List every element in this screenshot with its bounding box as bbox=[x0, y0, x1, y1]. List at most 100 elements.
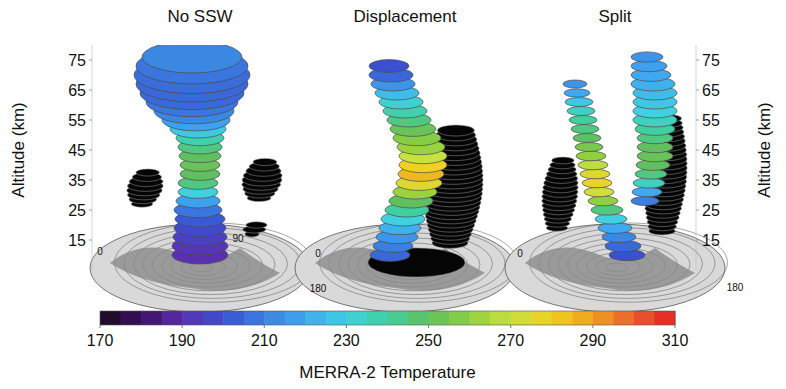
panel-title: Displacement bbox=[354, 7, 457, 26]
anticyclone-slice bbox=[552, 157, 575, 164]
y-tick-label: 65 bbox=[702, 82, 720, 99]
y-tick bbox=[696, 210, 699, 211]
colorbar-cell bbox=[305, 311, 326, 325]
colorbar-tick-label: 270 bbox=[497, 332, 524, 349]
map-label: 0 bbox=[517, 248, 523, 259]
vortex-slice bbox=[588, 196, 618, 206]
y-tick-label: 75 bbox=[68, 52, 86, 69]
y-tick-label: 25 bbox=[68, 202, 86, 219]
y-tick-label: 65 bbox=[68, 82, 86, 99]
colorbar-frame bbox=[100, 311, 675, 325]
y-tick bbox=[696, 150, 699, 151]
colorbar-title: MERRA-2 Temperature bbox=[299, 363, 475, 382]
y-tick-label: 45 bbox=[68, 142, 86, 159]
colorbar-tick-label: 310 bbox=[662, 332, 689, 349]
colorbar-cell bbox=[285, 311, 306, 325]
axis-line bbox=[92, 45, 93, 270]
colorbar-tick bbox=[100, 325, 101, 328]
map-disc bbox=[90, 224, 310, 312]
y-axis-title: Altitude (km) bbox=[755, 102, 774, 197]
colorbar-cell bbox=[326, 311, 347, 325]
y-tick bbox=[89, 90, 92, 91]
anticyclone-slice bbox=[136, 169, 160, 176]
map-label: 180 bbox=[310, 283, 327, 294]
vortex-slice bbox=[580, 169, 610, 179]
colorbar-cell bbox=[613, 311, 634, 325]
y-tick bbox=[89, 120, 92, 121]
colorbar: 170190210230250270290310MERRA-2 Temperat… bbox=[87, 311, 689, 382]
map-label: 180 bbox=[727, 282, 744, 293]
vortex-slice bbox=[575, 143, 603, 152]
land bbox=[315, 247, 485, 290]
anticyclone-slice bbox=[368, 248, 465, 277]
vortex-slice bbox=[631, 52, 663, 62]
y-tick-label: 55 bbox=[702, 112, 720, 129]
y-tick-label: 45 bbox=[702, 142, 720, 159]
panel-title: Split bbox=[598, 7, 631, 26]
colorbar-cell bbox=[593, 311, 614, 325]
colorbar-cell bbox=[223, 311, 244, 325]
anticyclone bbox=[542, 157, 578, 231]
y-tick bbox=[696, 240, 699, 241]
colorbar-cell bbox=[429, 311, 450, 325]
map-label: 90 bbox=[232, 233, 244, 244]
colorbar-cell bbox=[121, 311, 142, 325]
y-tick bbox=[89, 180, 92, 181]
colorbar-tick-label: 250 bbox=[415, 332, 442, 349]
colorbar-cell bbox=[408, 311, 429, 325]
map-disc bbox=[295, 224, 515, 312]
y-tick-label: 75 bbox=[702, 52, 720, 69]
vortex-slice bbox=[369, 60, 409, 73]
polar-map bbox=[295, 223, 518, 312]
colorbar-tick bbox=[182, 325, 183, 328]
colorbar-cell bbox=[141, 311, 162, 325]
colorbar-cell bbox=[572, 311, 593, 325]
y-tick-label: 15 bbox=[702, 232, 720, 249]
colorbar-cell bbox=[162, 311, 183, 325]
colorbar-tick-label: 170 bbox=[87, 332, 114, 349]
y-tick bbox=[89, 210, 92, 211]
anticyclone bbox=[242, 158, 282, 201]
colorbar-cell bbox=[511, 311, 532, 325]
colorbar-cell bbox=[203, 311, 224, 325]
colorbar-tick-label: 290 bbox=[580, 332, 607, 349]
vortex-slice bbox=[595, 214, 627, 224]
y-tick-label: 35 bbox=[68, 172, 86, 189]
y-tick bbox=[696, 60, 699, 61]
colorbar-cell bbox=[490, 311, 511, 325]
y-axis-title: Altitude (km) bbox=[9, 102, 28, 197]
y-tick-label: 35 bbox=[702, 172, 720, 189]
anticyclone-slice bbox=[246, 222, 267, 228]
y-tick-label: 25 bbox=[702, 202, 720, 219]
y-tick-label: 55 bbox=[68, 112, 86, 129]
anticyclone bbox=[368, 248, 465, 277]
anticyclone bbox=[243, 222, 267, 237]
y-tick bbox=[89, 150, 92, 151]
colorbar-cell bbox=[634, 311, 655, 325]
vortex-slice bbox=[567, 107, 595, 116]
colorbar-tick bbox=[675, 325, 676, 328]
colorbar-tick bbox=[428, 325, 429, 328]
vortex-slice bbox=[631, 197, 659, 206]
anticyclone bbox=[127, 169, 163, 207]
colorbar-cell bbox=[367, 311, 388, 325]
vortex-slice bbox=[571, 125, 599, 134]
map-disc bbox=[505, 224, 725, 312]
colorbar-cell bbox=[346, 311, 367, 325]
map-label: 0 bbox=[97, 246, 103, 257]
colorbar-tick-label: 210 bbox=[251, 332, 278, 349]
y-tick bbox=[89, 240, 92, 241]
y-tick bbox=[89, 60, 92, 61]
colorbar-tick-label: 190 bbox=[169, 332, 196, 349]
axis-line bbox=[696, 45, 697, 270]
vortex-slice bbox=[591, 205, 623, 215]
colorbar-tick bbox=[510, 325, 511, 328]
figure: 0 90 180 0 0 180 No SSW Displacement Split 15 25 35… bbox=[0, 0, 786, 389]
colorbar-cell bbox=[388, 311, 409, 325]
colorbar-tick bbox=[592, 325, 593, 328]
colorbar-cell bbox=[552, 311, 573, 325]
vortex-slice bbox=[576, 151, 606, 161]
map-label: 0 bbox=[315, 248, 321, 259]
panel-title: No SSW bbox=[167, 7, 232, 26]
anticyclone-slice bbox=[437, 125, 474, 136]
